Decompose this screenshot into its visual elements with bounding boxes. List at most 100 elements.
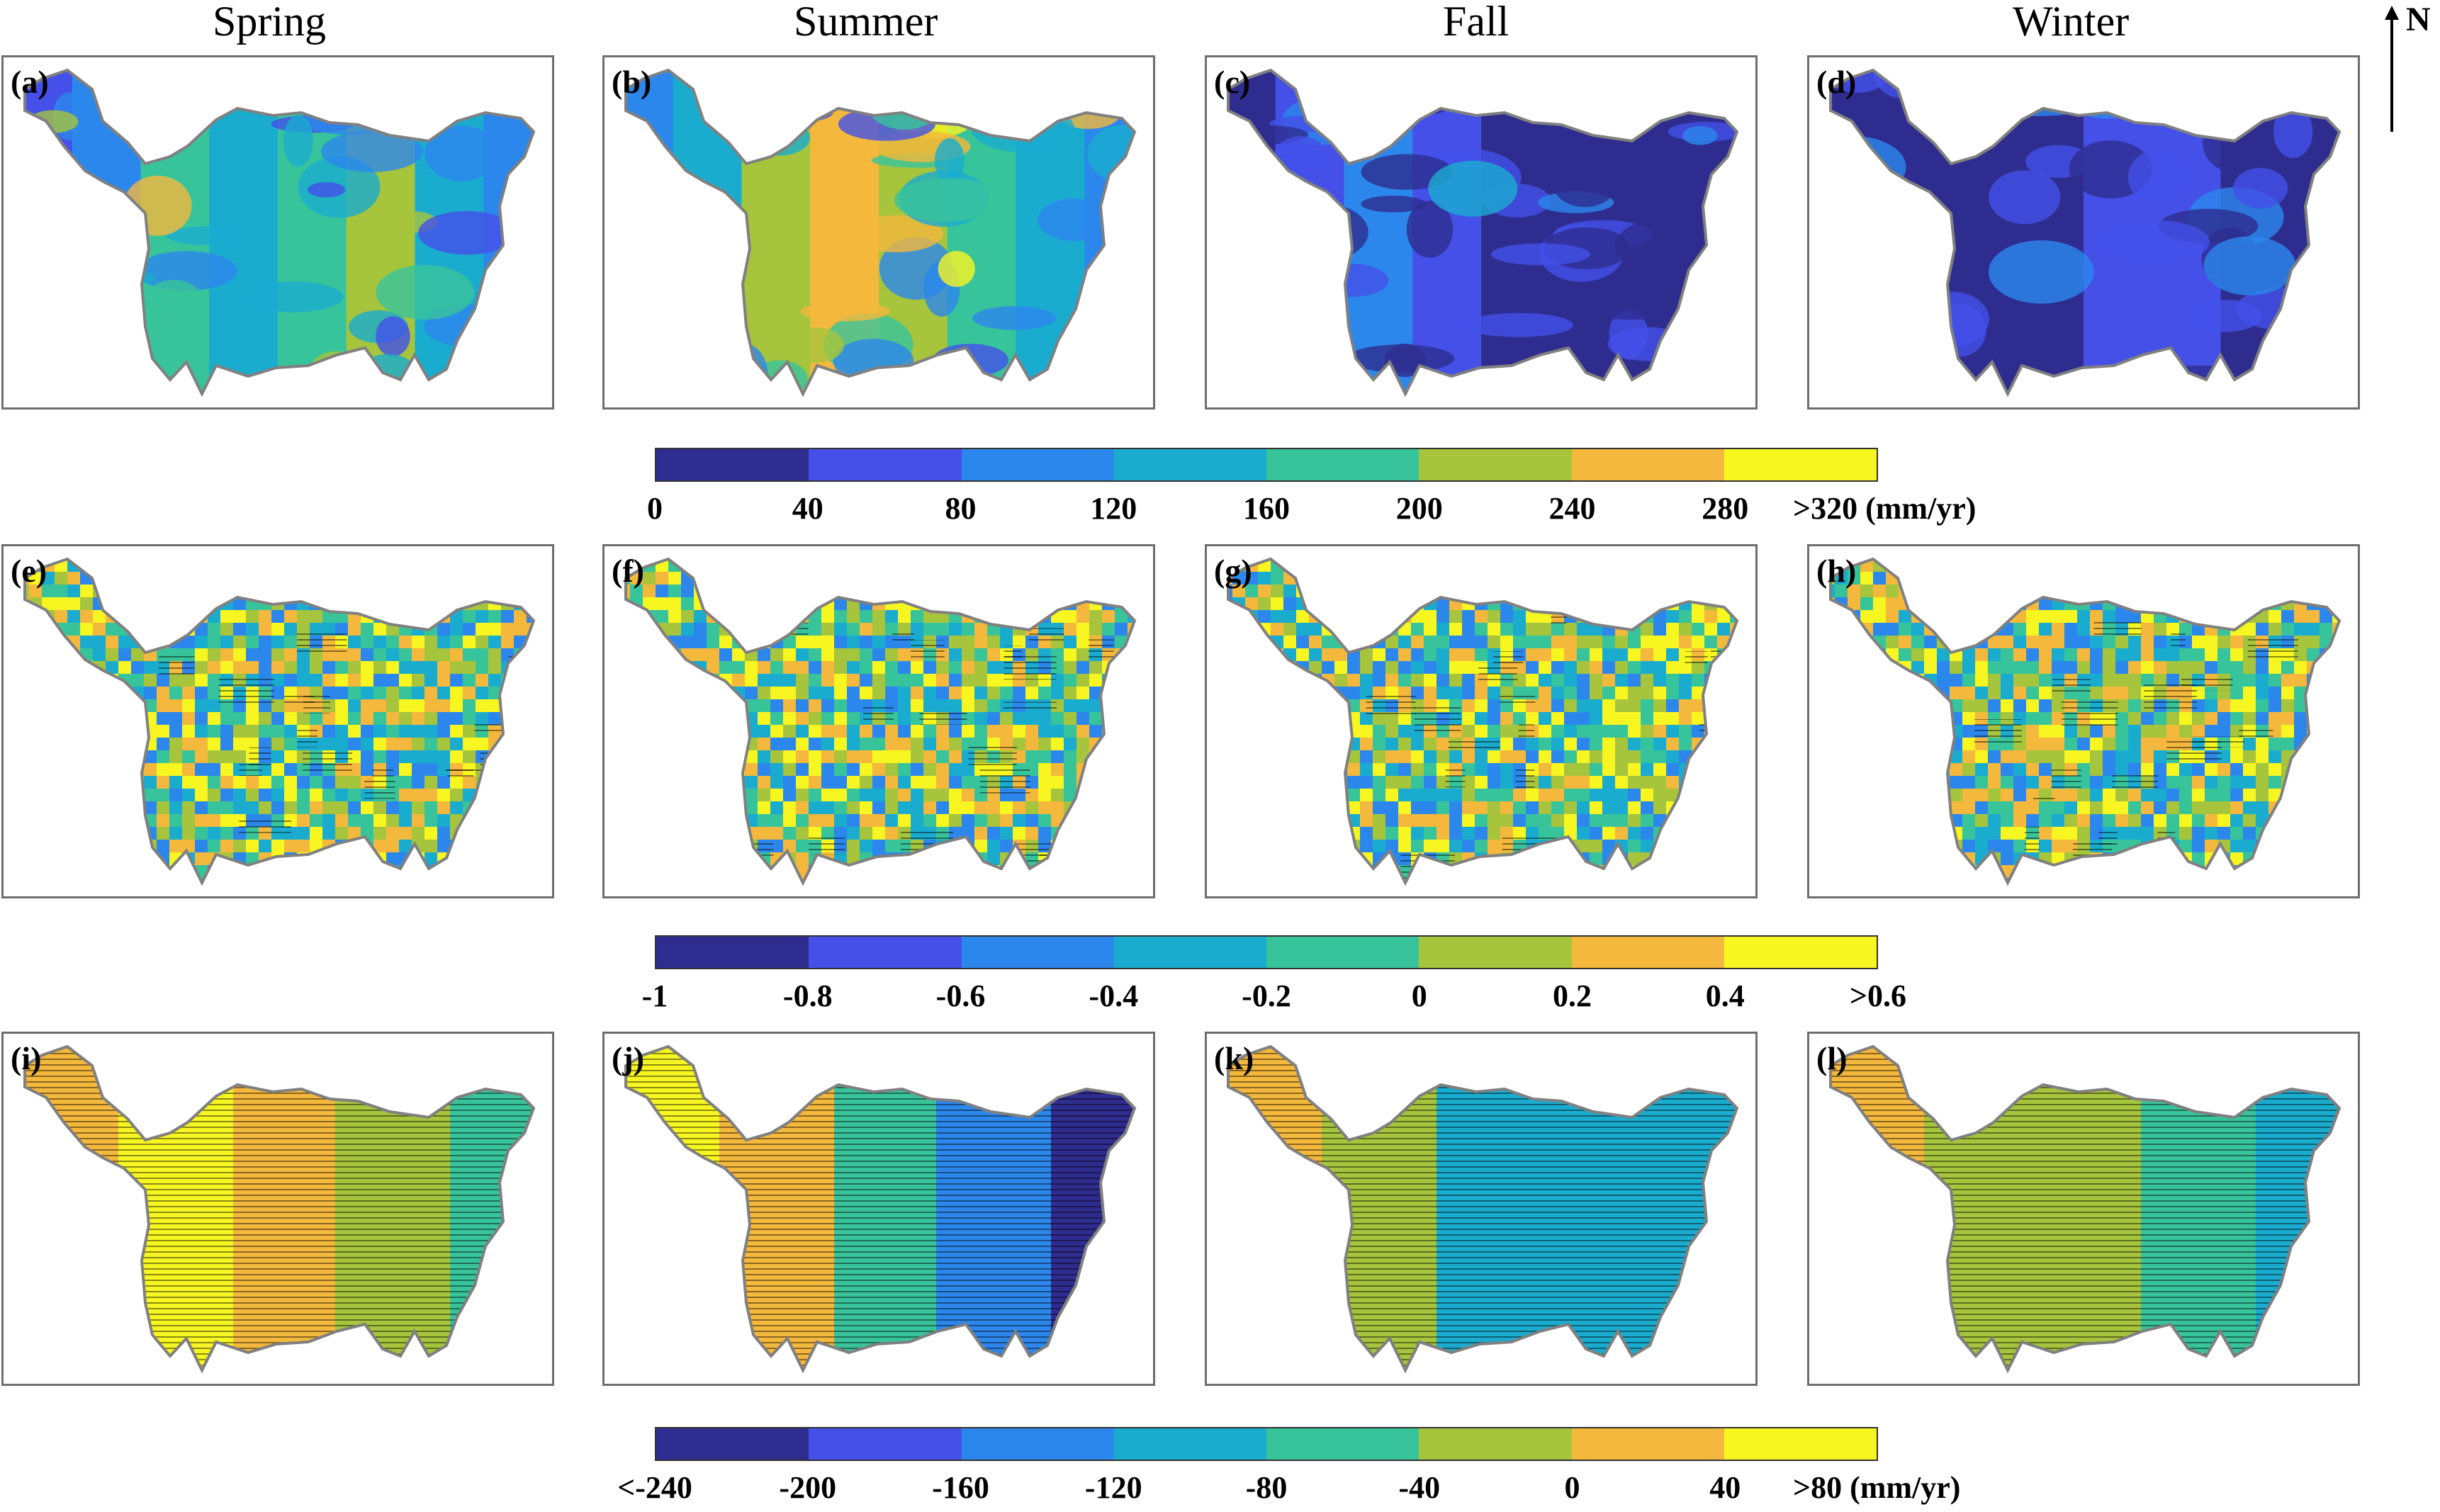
- field-cell: [1347, 687, 1361, 700]
- field-cell: [885, 776, 899, 789]
- field-cell: [860, 840, 873, 853]
- field-cell: [55, 827, 68, 840]
- significance-hatching: [892, 632, 913, 643]
- field-cell: [2141, 814, 2154, 828]
- field-cell: [361, 674, 374, 687]
- field-cell: [834, 585, 848, 598]
- field-cell: [2013, 789, 2027, 802]
- field-cell: [67, 712, 81, 726]
- field-cell: [605, 636, 618, 649]
- field-cell: [1679, 559, 1692, 572]
- field-cell: [348, 559, 361, 572]
- field-cell: [681, 712, 695, 726]
- field-cell: [962, 814, 975, 828]
- field-cell: [2141, 559, 2154, 572]
- field-cell: [1653, 636, 1667, 649]
- field-cell: [425, 610, 438, 624]
- field-cell: [67, 661, 81, 675]
- field-cell: [1873, 801, 1887, 815]
- field-cell: [1245, 776, 1259, 789]
- field-cell: [1232, 776, 1246, 789]
- field-cell: [1911, 789, 1925, 802]
- field-cell: [29, 827, 43, 840]
- field-cell: [425, 763, 438, 777]
- field-cell: [1911, 865, 1925, 879]
- field-cell: [707, 865, 720, 879]
- field-cell: [42, 763, 55, 777]
- field-cell: [1666, 840, 1680, 853]
- field-cell: [2179, 572, 2193, 585]
- field-cell: [1730, 699, 1743, 713]
- field-cell: [758, 878, 771, 891]
- field-cell: [1937, 865, 1950, 879]
- field-cell: [1873, 572, 1887, 585]
- field-patch: [1074, 72, 1153, 103]
- field-cell: [1051, 789, 1064, 802]
- field-cell: [1717, 585, 1731, 598]
- field-cell: [707, 585, 720, 598]
- field-cell: [1258, 712, 1271, 726]
- field-cell: [809, 674, 822, 687]
- field-cell: [1437, 623, 1450, 636]
- field-cell: [1207, 597, 1220, 611]
- field-cell: [2039, 814, 2052, 828]
- field-cell: [1590, 636, 1603, 649]
- field-cell: [1347, 852, 1361, 866]
- field-cell: [783, 891, 797, 896]
- field-cell: [745, 687, 758, 700]
- field-cell: [106, 559, 119, 572]
- field-cell: [1704, 585, 1718, 598]
- field-cell: [885, 546, 899, 560]
- field-cell: [361, 559, 374, 572]
- field-cell: [962, 648, 975, 662]
- field-cell: [668, 674, 682, 687]
- field-cell: [1886, 827, 1899, 840]
- field-cell: [1641, 648, 1654, 662]
- field-cell: [821, 865, 835, 879]
- field-cell: [1513, 712, 1527, 726]
- field-cell: [2230, 572, 2244, 585]
- field-cell: [1140, 559, 1153, 572]
- field-cell: [2013, 814, 2027, 828]
- field-cell: [987, 597, 1001, 611]
- field-cell: [1653, 776, 1667, 789]
- field-cell: [898, 712, 911, 726]
- field-cell: [2243, 661, 2256, 675]
- field-cell: [16, 852, 30, 866]
- field-cell: [437, 559, 451, 572]
- field-cell: [1577, 776, 1590, 789]
- field-cell: [1513, 878, 1527, 891]
- field-cell: [386, 636, 400, 649]
- field-cell: [1641, 597, 1654, 611]
- field-cell: [1717, 789, 1731, 802]
- field-cell: [2090, 661, 2103, 675]
- field-cell: [322, 572, 336, 585]
- field-cell: [29, 776, 43, 789]
- field-cell: [2103, 814, 2116, 828]
- field-cell: [514, 878, 527, 891]
- field-cell: [1064, 750, 1077, 764]
- field-cell: [1822, 827, 1835, 840]
- field-cell: [2090, 559, 2103, 572]
- field-cell: [1848, 763, 1861, 777]
- field-cell: [1115, 687, 1128, 700]
- field-cell: [834, 623, 848, 636]
- field-cell: [1245, 687, 1259, 700]
- field-cell: [144, 610, 157, 624]
- field-cell: [348, 738, 361, 751]
- field-cell: [233, 610, 247, 624]
- field-cell: [719, 572, 733, 585]
- season-title-winter: Winter: [2013, 0, 2129, 46]
- field-cell: [1809, 699, 1823, 713]
- field-cell: [1089, 546, 1103, 560]
- field-cell: [1615, 585, 1629, 598]
- field-cell: [2128, 827, 2142, 840]
- field-cell: [93, 840, 106, 853]
- field-cell: [271, 852, 285, 866]
- field-cell: [1602, 674, 1616, 687]
- field-cell: [1500, 636, 1514, 649]
- field-cell: [55, 674, 68, 687]
- field-cell: [809, 878, 822, 891]
- field-cell: [1641, 891, 1654, 896]
- field-cell: [668, 597, 682, 611]
